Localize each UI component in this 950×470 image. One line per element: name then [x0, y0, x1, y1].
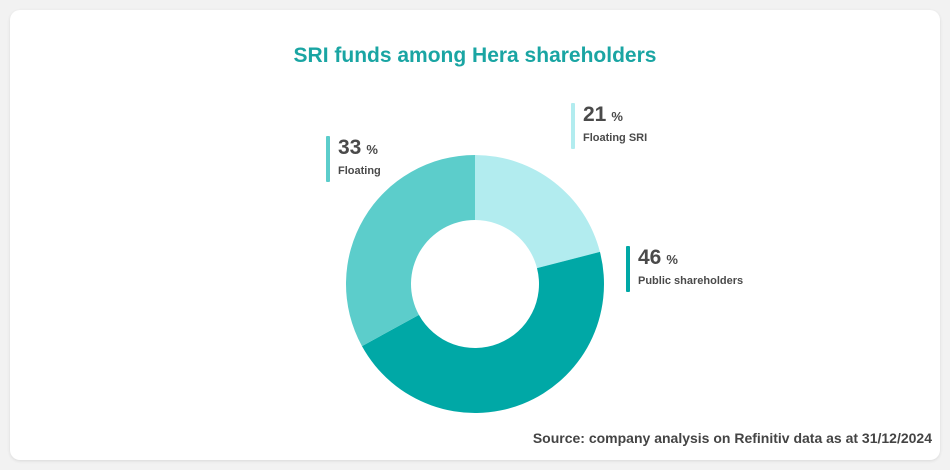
value-floating: 33%: [338, 136, 381, 162]
percent-sign-public-shareholders: %: [666, 252, 678, 267]
label-bar-floating-sri: [571, 103, 575, 149]
name-public-shareholders: Public shareholders: [638, 275, 744, 287]
value-public-shareholders: 46%: [638, 246, 743, 272]
label-floating-sri: 21% Floating SRI: [571, 103, 647, 149]
label-bar-floating: [326, 136, 330, 182]
value-number-floating: 33: [338, 136, 362, 159]
value-number-floating-sri: 21: [583, 103, 607, 126]
label-bar-public-shareholders: [626, 246, 630, 292]
donut-slice-floating-sri: [475, 155, 600, 269]
donut-slice-floating: [346, 155, 475, 347]
name-floating: Floating: [338, 165, 381, 177]
name-floating-sri: Floating SRI: [583, 132, 648, 144]
donut-slice-public-shareholders: [361, 251, 604, 413]
label-floating: 33% Floating: [326, 136, 381, 182]
label-public-shareholders: 46% Public shareholders: [626, 246, 743, 292]
chart-title: SRI funds among Hera shareholders: [293, 44, 657, 67]
donut-chart: [346, 155, 604, 413]
percent-sign-floating-sri: %: [611, 109, 623, 124]
value-number-public-shareholders: 46: [638, 246, 662, 269]
source-note: Source: company analysis on Refinitiv da…: [532, 430, 932, 446]
chart-card: SRI funds among Hera shareholders 21% Fl…: [10, 10, 940, 460]
percent-sign-floating: %: [366, 142, 378, 157]
value-floating-sri: 21%: [583, 103, 647, 129]
